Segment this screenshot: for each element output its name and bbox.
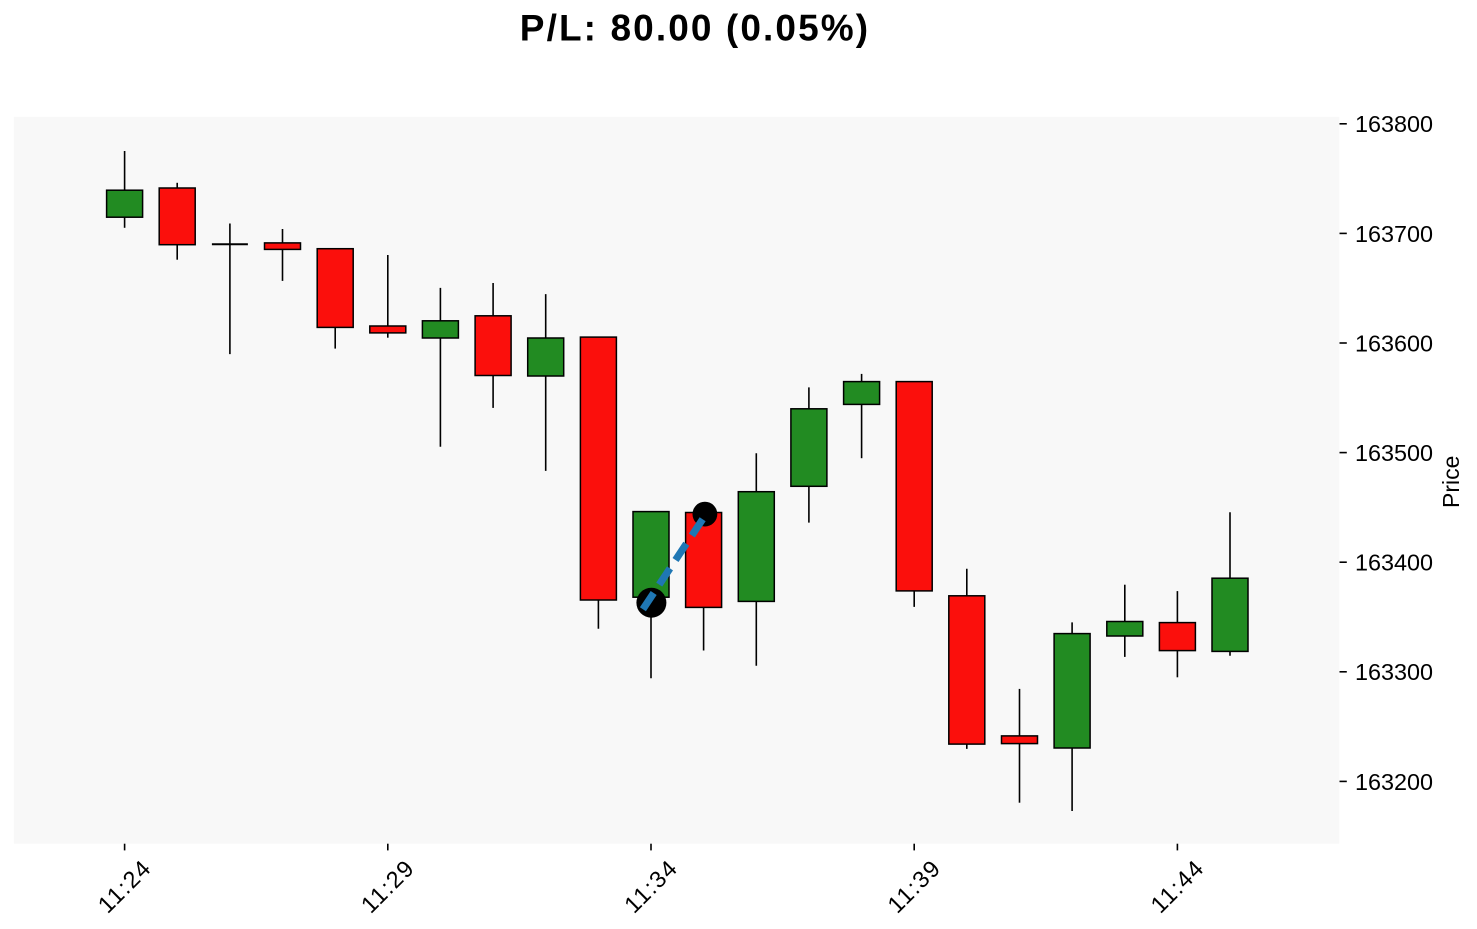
svg-text:11:39: 11:39 (882, 854, 946, 918)
svg-text:163500: 163500 (1355, 440, 1433, 466)
svg-text:Price: Price (1438, 456, 1464, 508)
svg-text:163600: 163600 (1355, 330, 1433, 356)
svg-text:163200: 163200 (1355, 769, 1433, 795)
svg-text:11:34: 11:34 (619, 854, 683, 918)
svg-text:P/L: 80.00 (0.05%): P/L: 80.00 (0.05%) (520, 8, 870, 49)
svg-text:163700: 163700 (1355, 221, 1433, 247)
svg-text:163300: 163300 (1355, 659, 1433, 685)
svg-text:11:29: 11:29 (356, 854, 420, 918)
svg-text:11:24: 11:24 (93, 854, 157, 918)
svg-text:163400: 163400 (1355, 550, 1433, 576)
svg-text:163800: 163800 (1355, 111, 1433, 137)
svg-text:11:44: 11:44 (1146, 854, 1210, 918)
